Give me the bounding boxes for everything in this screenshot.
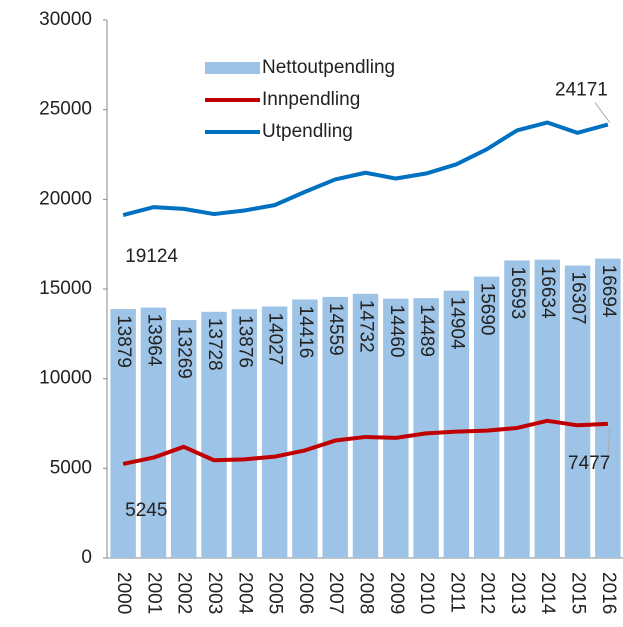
- bar: [292, 299, 318, 558]
- x-tick-label: 2007: [325, 572, 346, 614]
- bar-label: 16307: [568, 272, 589, 325]
- legend-label: Utpendling: [262, 121, 353, 142]
- data-label: 5245: [125, 500, 167, 521]
- x-tick-label: 2004: [234, 572, 255, 615]
- bar-label: 13964: [143, 314, 164, 367]
- bar: [413, 298, 439, 558]
- bar: [504, 260, 530, 558]
- bar-label: 13876: [234, 315, 255, 368]
- y-tick-label: 20000: [39, 188, 92, 209]
- x-tick-label: 2003: [204, 572, 225, 614]
- bar: [140, 307, 167, 558]
- bar-label: 14559: [325, 303, 346, 356]
- x-tick-label: 2012: [477, 572, 498, 614]
- x-tick-label: 2000: [113, 572, 134, 614]
- legend-label: Nettoutpendling: [262, 57, 395, 78]
- x-tick-label: 2016: [598, 572, 619, 614]
- bar-label: 14416: [295, 305, 316, 358]
- bar: [231, 309, 258, 558]
- bar: [443, 290, 470, 558]
- x-tick-label: 2015: [568, 572, 589, 614]
- bar: [261, 306, 288, 558]
- bar-label: 16694: [598, 265, 619, 318]
- legend-label: Innpendling: [262, 89, 360, 110]
- leader-line: [607, 427, 611, 454]
- x-tick-label: 2011: [446, 572, 467, 613]
- bar: [534, 259, 560, 558]
- bar: [473, 276, 500, 558]
- bar-label: 14732: [355, 300, 376, 353]
- bar-label: 16634: [537, 266, 558, 319]
- x-tick-label: 2008: [355, 572, 376, 614]
- y-tick-label: 15000: [39, 278, 92, 299]
- x-tick-label: 2001: [143, 572, 164, 614]
- bar-label: 14460: [386, 305, 407, 358]
- bar: [322, 296, 348, 558]
- bar: [564, 265, 591, 558]
- x-tick-label: 2002: [174, 572, 195, 614]
- y-tick-label: 10000: [39, 368, 92, 389]
- bar: [110, 309, 136, 558]
- bar-label: 14489: [416, 304, 437, 357]
- y-tick-label: 0: [81, 547, 92, 568]
- x-tick-label: 2014: [537, 572, 558, 615]
- bar: [595, 258, 621, 558]
- bar-label: 14904: [446, 297, 467, 350]
- line: [122, 418, 608, 466]
- y-tick-label: 30000: [39, 9, 92, 30]
- bar-label: 15690: [477, 283, 498, 336]
- bar-label: 14027: [265, 312, 286, 365]
- bar-label: 16593: [507, 266, 528, 319]
- data-label: 7477: [568, 453, 610, 474]
- leader-line: [594, 102, 611, 123]
- data-label: 24171: [555, 80, 608, 101]
- y-tick-label: 25000: [39, 99, 92, 120]
- bar: [352, 293, 379, 558]
- y-tick-label: 5000: [50, 457, 92, 478]
- legend-swatch: [205, 62, 260, 74]
- x-tick-label: 2010: [416, 572, 437, 614]
- bar: [201, 311, 227, 558]
- bar: [171, 320, 197, 558]
- x-tick-label: 2013: [507, 572, 528, 614]
- bar-label: 13879: [113, 315, 134, 368]
- data-label: 19124: [125, 246, 178, 267]
- bar-label: 13269: [174, 326, 195, 379]
- x-tick-label: 2006: [295, 572, 316, 614]
- x-tick-label: 2009: [386, 572, 407, 614]
- x-tick-label: 2005: [265, 572, 286, 614]
- bar: [383, 298, 409, 558]
- line: [122, 120, 609, 217]
- bar-label: 13728: [204, 318, 225, 371]
